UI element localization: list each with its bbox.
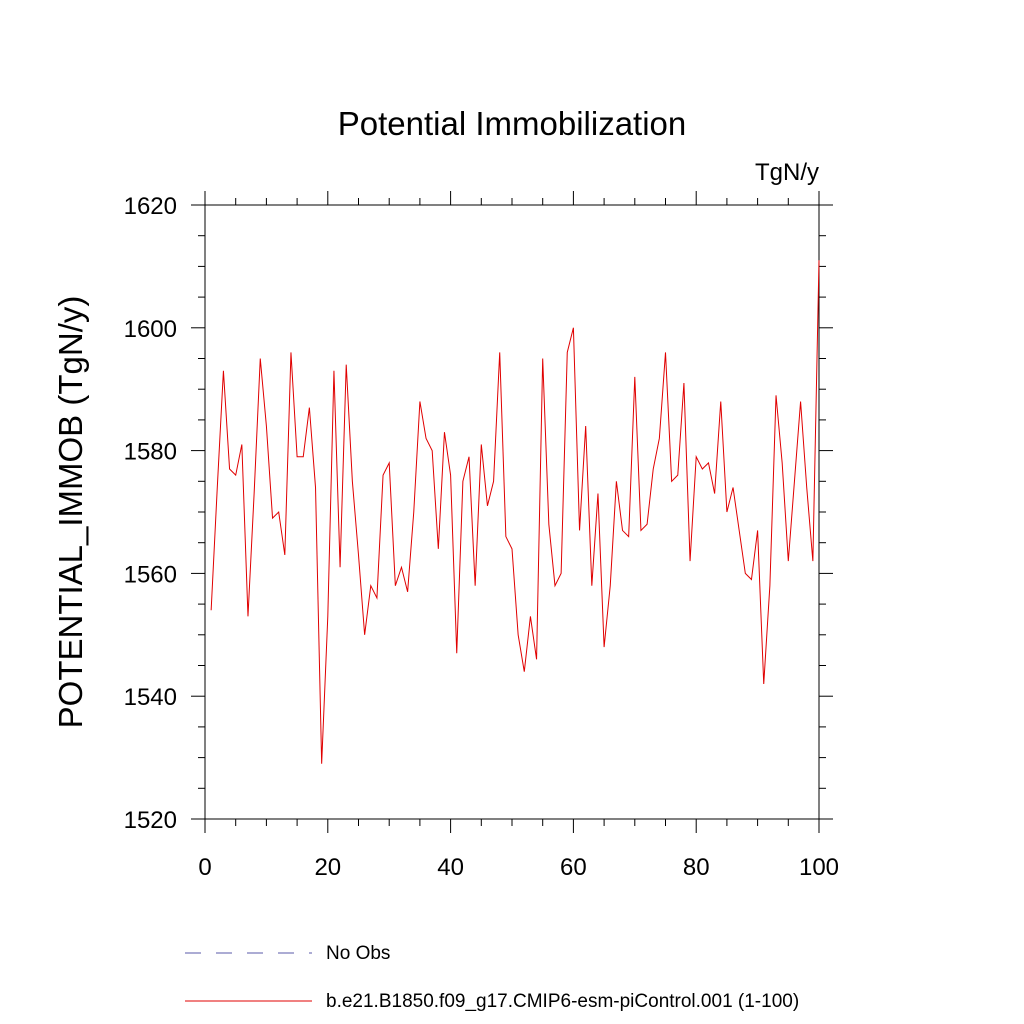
y-tick-label: 1620 — [124, 193, 177, 220]
x-tick-label: 0 — [198, 854, 211, 881]
x-tick-label: 80 — [683, 854, 710, 881]
series-group — [210, 260, 820, 764]
legend-label-no-obs: No Obs — [326, 943, 390, 964]
y-tick-label: 1580 — [124, 439, 177, 466]
y-tick-label: 1540 — [124, 684, 177, 711]
units-label: TgN/y — [755, 159, 819, 186]
legend-label-control-run: b.e21.B1850.f09_g17.CMIP6-esm-piControl.… — [326, 991, 799, 1012]
x-tick-label: 60 — [560, 854, 587, 881]
x-tick-label: 100 — [799, 854, 839, 881]
x-tick-label: 20 — [314, 854, 341, 881]
axes: 0 20 40 60 80 100 1520 1540 1560 1580 1600 1620 — [124, 191, 839, 881]
y-tick-label: 1560 — [124, 561, 177, 588]
x-tick-label: 40 — [437, 854, 464, 881]
series-line — [210, 260, 820, 764]
y-tick-label: 1520 — [124, 807, 177, 834]
y-tick-label: 1600 — [124, 316, 177, 343]
legend: No Obs b.e21.B1850.f09_g17.CMIP6-esm-piC… — [185, 943, 799, 1012]
chart-title: Potential Immobilization — [338, 105, 687, 142]
y-axis-label: POTENTIAL_IMMOB (TgN/y) — [52, 296, 89, 729]
